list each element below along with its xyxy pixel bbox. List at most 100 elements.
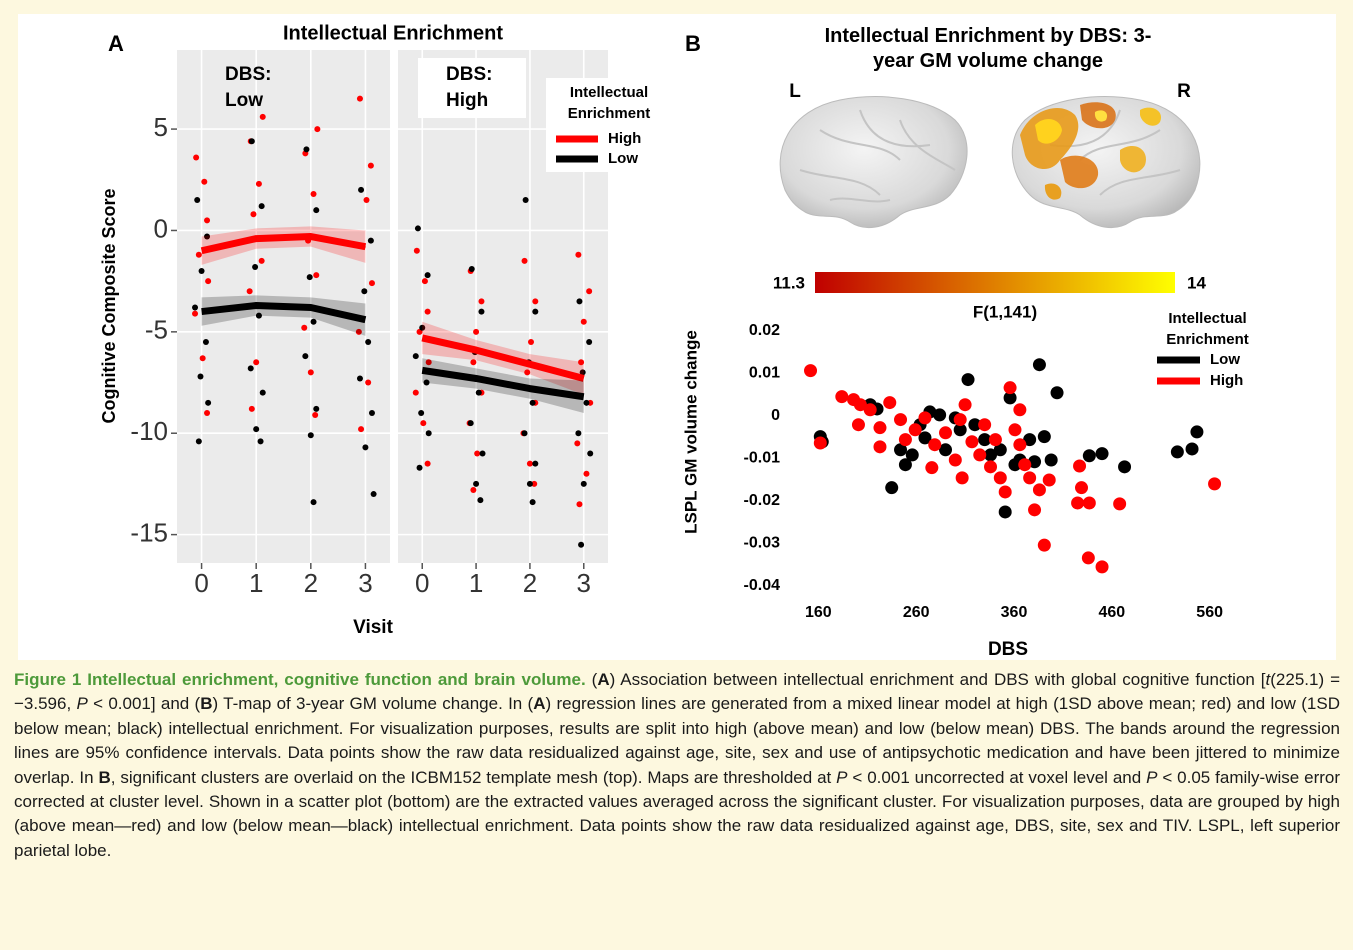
data-point — [193, 154, 199, 160]
x-tick-label: 0 — [194, 568, 208, 598]
data-point — [478, 298, 484, 304]
data-point — [313, 272, 319, 278]
data-point — [200, 355, 206, 361]
x-tick-label: 560 — [1196, 604, 1223, 621]
x-tick-label: 1 — [469, 568, 483, 598]
data-point — [959, 398, 972, 411]
data-point — [873, 440, 886, 453]
data-point — [583, 400, 589, 406]
data-point — [527, 461, 533, 467]
caption-text: B — [98, 768, 110, 787]
x-tick-label: 3 — [577, 568, 591, 598]
figure-title: Intellectual enrichment, cognitive funct… — [87, 670, 585, 689]
data-point — [835, 390, 848, 403]
data-point — [928, 438, 941, 451]
data-point — [196, 252, 202, 258]
data-point — [575, 252, 581, 258]
data-point — [1071, 497, 1084, 510]
data-point — [894, 413, 907, 426]
brain-label: L — [789, 81, 801, 102]
data-point — [906, 448, 919, 461]
facet-label: DBS: Low — [225, 62, 295, 114]
data-point — [1038, 539, 1051, 552]
data-point — [301, 325, 307, 331]
data-point — [365, 339, 371, 345]
x-tick-label: 360 — [1001, 604, 1028, 621]
legend-title: Intellectual Enrichment — [1150, 308, 1265, 350]
y-axis-label: LSPL GM volume change — [681, 330, 700, 534]
data-point — [204, 217, 210, 223]
data-point — [253, 359, 259, 365]
data-point — [302, 353, 308, 359]
data-point — [1171, 445, 1184, 458]
colorbar-label: F(1,141) — [973, 302, 1037, 321]
data-point — [994, 471, 1007, 484]
data-point — [1113, 497, 1126, 510]
x-axis-label: Visit — [353, 617, 393, 638]
panel-label: B — [685, 31, 701, 56]
data-point — [364, 197, 370, 203]
data-point — [469, 266, 475, 272]
data-point — [357, 375, 363, 381]
data-point — [201, 179, 207, 185]
data-point — [852, 418, 865, 431]
x-tick-label: 2 — [523, 568, 537, 598]
data-point — [480, 451, 486, 457]
data-point — [527, 481, 533, 487]
legend-label: Low — [608, 150, 638, 167]
data-point — [417, 465, 423, 471]
data-point — [368, 238, 374, 244]
data-point — [522, 258, 528, 264]
data-point — [909, 423, 922, 436]
colorbar-min-label: 11.3 — [773, 273, 805, 292]
caption-text: < 0.001] and ( — [88, 694, 200, 713]
data-point — [1075, 481, 1088, 494]
y-tick-label: -10 — [130, 416, 168, 446]
panel-label: A — [108, 31, 124, 56]
data-point — [864, 403, 877, 416]
data-point — [933, 408, 946, 421]
data-point — [1118, 460, 1131, 473]
data-point — [1004, 381, 1017, 394]
data-point — [426, 430, 432, 436]
data-point — [583, 471, 589, 477]
data-point — [474, 451, 480, 457]
data-point — [413, 390, 419, 396]
data-point — [586, 288, 592, 294]
y-axis-label: Cognitive Composite Score — [99, 188, 119, 423]
data-point — [925, 461, 938, 474]
data-point — [1096, 447, 1109, 460]
data-point — [303, 146, 309, 152]
data-point — [259, 203, 265, 209]
data-point — [425, 272, 431, 278]
data-point — [369, 280, 375, 286]
data-point — [973, 448, 986, 461]
data-point — [918, 411, 931, 424]
data-point — [578, 542, 584, 548]
x-tick-label: 0 — [415, 568, 429, 598]
data-point — [192, 311, 198, 317]
legend-title: Intellectual Enrichment — [553, 82, 665, 124]
data-point — [415, 225, 421, 231]
data-point — [1023, 471, 1036, 484]
data-point — [1008, 423, 1021, 436]
data-point — [522, 430, 528, 436]
y-tick-label: -0.02 — [744, 492, 781, 509]
data-point — [899, 433, 912, 446]
y-tick-label: 5 — [154, 112, 168, 142]
data-point — [256, 181, 262, 187]
data-point — [530, 499, 536, 505]
caption-text: A — [533, 694, 545, 713]
data-point — [1028, 503, 1041, 516]
data-point — [885, 481, 898, 494]
x-tick-label: 3 — [358, 568, 372, 598]
caption-text: ) Association between intellectual enric… — [610, 670, 1266, 689]
data-point — [587, 451, 593, 457]
data-point — [205, 278, 211, 284]
data-point — [311, 499, 317, 505]
data-point — [1082, 551, 1095, 564]
data-point — [523, 197, 529, 203]
data-point — [1096, 560, 1109, 573]
data-point — [999, 485, 1012, 498]
data-point — [576, 501, 582, 507]
